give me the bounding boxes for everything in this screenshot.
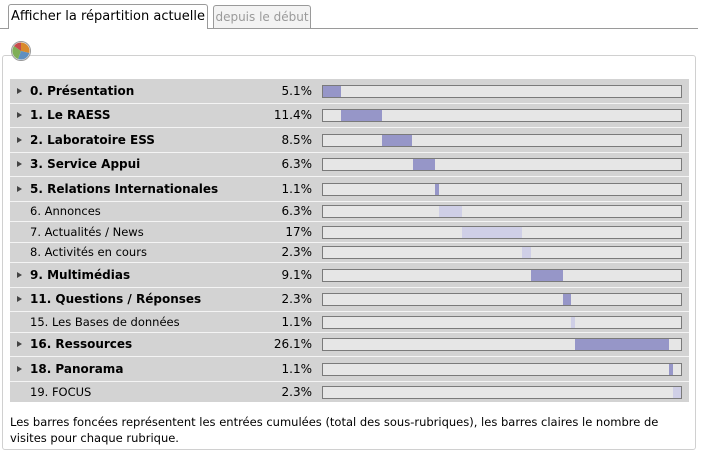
stats-table: 0. Présentation 5.1% 1. Le RAESS 11.4% 2. La…: [10, 79, 689, 402]
bar-fill: [571, 316, 576, 328]
rubric-percent: 17%: [285, 224, 312, 239]
rubric-percent: 2.3%: [281, 384, 313, 399]
expand-arrow-icon[interactable]: [17, 365, 22, 372]
stats-row[interactable]: 18. Panorama 1.1%: [10, 357, 689, 382]
bar-track: [322, 225, 682, 239]
stats-row[interactable]: 9. Multimédias 9.1%: [10, 263, 689, 288]
bar-track: [322, 385, 682, 399]
legend-note: Les barres foncées représentent les entr…: [10, 415, 659, 445]
bar-track: [322, 293, 682, 307]
bar-track: [322, 205, 682, 219]
rubric-percent: 8.5%: [281, 132, 313, 147]
rubric-label: 19. FOCUS: [30, 384, 92, 399]
bar-track: [322, 158, 682, 172]
rubric-percent: 1.1%: [281, 181, 313, 196]
rubric-label[interactable]: 16. Ressources: [30, 337, 133, 352]
bar-fill: [461, 226, 523, 238]
bar-track: [322, 246, 682, 260]
rubric-percent: 6.3%: [281, 157, 313, 172]
expand-arrow-icon[interactable]: [17, 136, 22, 143]
expand-arrow-icon[interactable]: [17, 87, 22, 94]
stats-row: 8. Activités en cours 2.3%: [10, 243, 689, 263]
bar-track: [322, 268, 682, 282]
bar-fill: [563, 294, 572, 306]
rubric-percent: 2.3%: [281, 292, 313, 307]
rubric-percent: 11.4%: [273, 108, 312, 123]
bar-track: [322, 315, 682, 329]
rubric-percent: 26.1%: [273, 337, 312, 352]
stats-row[interactable]: 0. Présentation 5.1%: [10, 79, 689, 104]
bar-track: [322, 109, 682, 123]
bar-track: [322, 182, 682, 196]
rubric-percent: 5.1%: [281, 83, 313, 98]
bar-fill: [530, 269, 564, 281]
bar-fill: [382, 134, 413, 146]
bar-track: [322, 362, 682, 376]
stats-row: 19. FOCUS 2.3%: [10, 382, 689, 403]
bar-fill: [522, 247, 531, 259]
stats-row[interactable]: 5. Relations Internationales 1.1%: [10, 177, 689, 202]
expand-arrow-icon[interactable]: [17, 341, 22, 348]
rubric-percent: 1.1%: [281, 361, 313, 376]
rubric-label[interactable]: 18. Panorama: [30, 361, 124, 376]
expand-arrow-icon[interactable]: [17, 161, 22, 168]
rubric-percent: 9.1%: [281, 267, 313, 282]
bar-fill: [323, 85, 342, 97]
tab-since-beginning[interactable]: depuis le début: [213, 5, 311, 28]
expand-arrow-icon[interactable]: [17, 112, 22, 119]
rubric-label[interactable]: 3. Service Appui: [30, 157, 141, 172]
rubric-label[interactable]: 5. Relations Internationales: [30, 181, 219, 196]
tab-current-distribution[interactable]: Afficher la répartition actuelle: [8, 4, 208, 29]
stats-row[interactable]: 11. Questions / Réponses 2.3%: [10, 288, 689, 312]
bar-fill: [672, 386, 681, 398]
rubric-label[interactable]: 0. Présentation: [30, 83, 135, 98]
rubric-label: 8. Activités en cours: [30, 245, 147, 260]
rubric-label[interactable]: 1. Le RAESS: [30, 108, 111, 123]
bar-track: [322, 133, 682, 147]
rubric-label[interactable]: 9. Multimédias: [30, 267, 131, 282]
tab-bar: Afficher la répartition actuelle depuis …: [0, 0, 722, 29]
rubric-label: 6. Annonces: [30, 204, 101, 219]
rubric-percent: 6.3%: [281, 204, 313, 219]
bar-fill: [438, 206, 462, 218]
bar-fill: [341, 110, 383, 122]
stats-row: 15. Les Bases de données 1.1%: [10, 312, 689, 333]
stats-row: 6. Annonces 6.3%: [10, 202, 689, 222]
rubric-label: 7. Actualités / News: [30, 224, 144, 239]
rubric-label[interactable]: 2. Laboratoire ESS: [30, 132, 155, 147]
stats-row[interactable]: 16. Ressources 26.1%: [10, 333, 689, 357]
rubric-percent: 1.1%: [281, 314, 313, 329]
rubric-percent: 2.3%: [281, 245, 313, 260]
stats-row[interactable]: 3. Service Appui 6.3%: [10, 153, 689, 177]
rubric-label[interactable]: 11. Questions / Réponses: [30, 292, 202, 307]
stats-row[interactable]: 1. Le RAESS 11.4%: [10, 104, 689, 128]
bar-track: [322, 338, 682, 352]
bar-fill: [435, 183, 439, 195]
bar-fill: [412, 159, 436, 171]
stats-row: 7. Actualités / News 17%: [10, 222, 689, 243]
bar-track: [322, 84, 682, 98]
expand-arrow-icon[interactable]: [17, 271, 22, 278]
bar-fill: [668, 363, 673, 375]
bar-fill: [575, 339, 669, 351]
tab-bar-divider: [0, 28, 698, 29]
pie-chart-icon[interactable]: [10, 40, 32, 62]
rubric-label: 15. Les Bases de données: [30, 314, 180, 329]
expand-arrow-icon[interactable]: [17, 185, 22, 192]
stats-row[interactable]: 2. Laboratoire ESS 8.5%: [10, 128, 689, 153]
expand-arrow-icon[interactable]: [17, 296, 22, 303]
